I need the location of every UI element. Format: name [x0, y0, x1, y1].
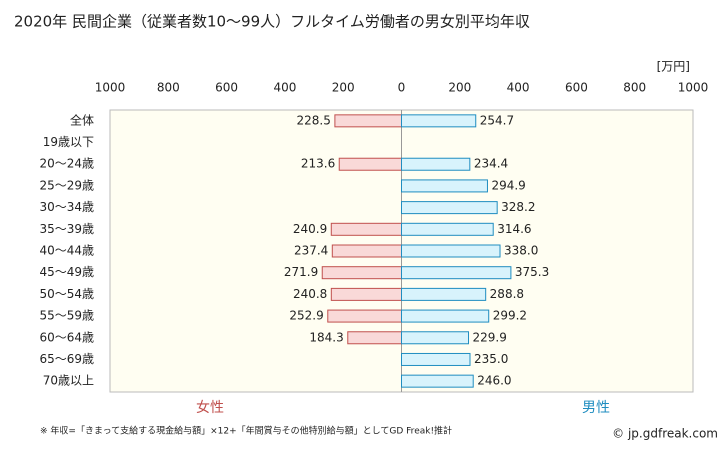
bar: [401, 352, 471, 366]
bar: [401, 201, 498, 215]
x-tick-label: 800: [157, 81, 180, 95]
y-tick-label: 全体: [70, 112, 94, 127]
bar: [330, 222, 402, 236]
bar: [401, 287, 487, 301]
value-label: 229.9: [473, 330, 507, 344]
y-tick-label: 60〜64歳: [39, 330, 94, 344]
bar: [401, 331, 470, 345]
value-label: 184.3: [309, 330, 343, 344]
value-label: 234.4: [474, 157, 508, 171]
y-tick-label: 50〜54歳: [39, 287, 94, 301]
bar: [401, 114, 477, 128]
y-tick-label: 20〜24歳: [39, 157, 94, 171]
x-tick-label: 600: [565, 81, 588, 95]
credit: © jp.gdfreak.com: [612, 427, 718, 441]
value-label: 237.4: [294, 244, 328, 258]
value-label: 235.0: [474, 352, 508, 366]
value-label: 240.8: [293, 287, 327, 301]
x-tick-label: 600: [215, 81, 238, 95]
value-label: 294.9: [491, 178, 525, 192]
y-tick-label: 25〜29歳: [39, 178, 94, 192]
bar: [401, 266, 512, 280]
y-tick-label: 30〜34歳: [39, 200, 94, 214]
bar: [331, 244, 403, 258]
bar: [401, 157, 471, 171]
bar: [401, 309, 490, 323]
x-tick-label: 800: [623, 81, 646, 95]
bar: [401, 179, 488, 193]
bar: [327, 309, 403, 323]
y-tick-label: 19歳以下: [43, 135, 94, 149]
bar: [330, 287, 402, 301]
y-tick-label: 55〜59歳: [39, 309, 94, 323]
bar: [401, 222, 494, 236]
y-tick-label: 45〜49歳: [39, 265, 94, 279]
y-tick-label: 35〜39歳: [39, 222, 94, 236]
value-label: 299.2: [493, 309, 527, 323]
value-label: 288.8: [490, 287, 524, 301]
value-label: 254.7: [480, 113, 514, 127]
value-label: 246.0: [477, 374, 511, 388]
y-tick-label: 65〜69歳: [39, 352, 94, 366]
value-label: 328.2: [501, 200, 535, 214]
bar: [347, 331, 402, 345]
legend-label: 女性: [196, 399, 224, 416]
value-label: 252.9: [289, 309, 323, 323]
x-tick-label: 1000: [95, 81, 126, 95]
bar: [334, 114, 402, 128]
x-tick-label: 400: [507, 81, 530, 95]
bar: [401, 244, 501, 258]
x-tick-label: 200: [448, 81, 471, 95]
value-label: 228.5: [297, 113, 331, 127]
x-tick-label: 0: [398, 81, 406, 95]
value-label: 271.9: [284, 265, 318, 279]
y-tick-label: 70歳以上: [43, 374, 94, 388]
value-label: 213.6: [301, 157, 335, 171]
value-label: 375.3: [515, 265, 549, 279]
bar: [338, 157, 402, 171]
chart-title: 2020年 民間企業（従業者数10〜99人）フルタイム労働者の男女別平均年収: [14, 13, 530, 31]
value-label: 338.0: [504, 244, 538, 258]
x-tick-label: 400: [273, 81, 296, 95]
bar: [321, 266, 402, 280]
value-label: 240.9: [293, 222, 327, 236]
y-tick-label: 40〜44歳: [39, 244, 94, 258]
footnote: ※ 年収=「きまって支給する現金給与額」×12+「年間賞与その他特別給与額」とし…: [40, 425, 452, 437]
x-tick-label: 200: [332, 81, 355, 95]
bar: [401, 374, 474, 388]
legend-label: 男性: [582, 400, 610, 416]
value-label: 314.6: [497, 222, 531, 236]
unit-label: [万円]: [657, 60, 690, 74]
x-tick-label: 1000: [678, 81, 709, 95]
